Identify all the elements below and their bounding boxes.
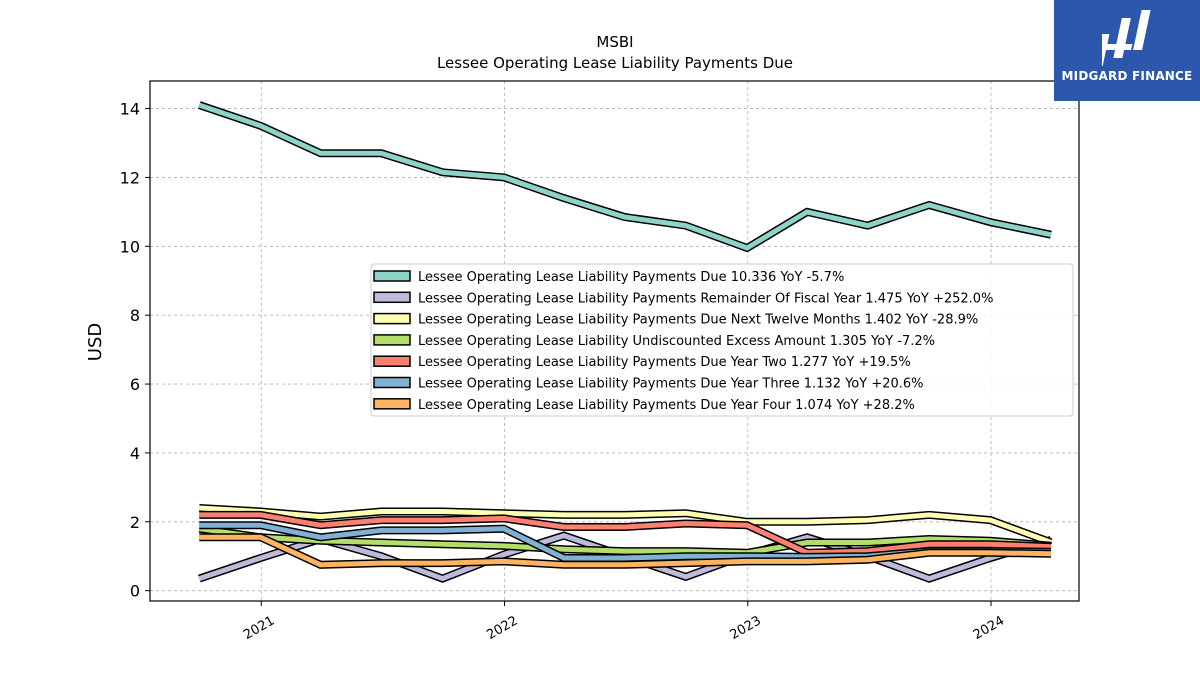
series-line [199, 512, 1052, 556]
legend-swatch [373, 355, 411, 367]
x-tick-label: 2021 [241, 613, 277, 643]
y-tick-label: 6 [130, 375, 140, 394]
legend-entry: Lessee Operating Lease Liability Payment… [418, 270, 844, 285]
legend-entry: Lessee Operating Lease Liability Payment… [418, 377, 924, 392]
legend-swatch [373, 398, 411, 410]
legend-entry: Lessee Operating Lease Liability Payment… [418, 398, 915, 413]
legend-swatch [373, 291, 411, 304]
series-lines [198, 101, 1053, 583]
series-line [199, 505, 1052, 545]
series-line [198, 102, 1052, 251]
legend-entry: Lessee Operating Lease Liability Payment… [418, 291, 993, 306]
legend-swatch [373, 334, 411, 346]
y-tick-label: 4 [130, 444, 140, 463]
midgard-finance-logo: MIDGARD FINANCE [1054, 0, 1200, 101]
legend: Lessee Operating Lease Liability Payment… [370, 263, 1074, 417]
y-tick-label: 12 [120, 168, 140, 187]
y-tick-label: 8 [130, 306, 140, 325]
x-tick-label: 2023 [728, 613, 764, 643]
legend-entry: Lessee Operating Lease Liability Payment… [418, 355, 911, 370]
plot-frame [149, 80, 1080, 602]
y-tick-label: 2 [130, 513, 140, 532]
y-axis-label: USD [85, 323, 106, 361]
legend-entry: Lessee Operating Lease Liability Payment… [418, 313, 978, 328]
y-tick-label: 10 [120, 237, 140, 256]
series-line [198, 526, 1052, 556]
series-line-outline [198, 101, 1052, 253]
logo-text: MIDGARD FINANCE [1061, 69, 1193, 83]
legend-entry: Lessee Operating Lease Liability Undisco… [418, 334, 935, 349]
chart-subtitle: Lessee Operating Lease Liability Payment… [437, 54, 793, 72]
x-tick-label: 2024 [971, 613, 1007, 643]
series-line [199, 534, 1052, 568]
x-tick-label: 2022 [484, 613, 520, 643]
chart-title: MSBI [596, 33, 633, 51]
y-tick-label: 14 [120, 100, 140, 119]
legend-swatch [373, 312, 411, 325]
y-tick-label: 0 [130, 582, 140, 601]
logo-mark-icon [1102, 10, 1151, 66]
legend-swatch [373, 270, 411, 282]
legend-box [370, 263, 1074, 417]
legend-swatch [373, 376, 411, 389]
